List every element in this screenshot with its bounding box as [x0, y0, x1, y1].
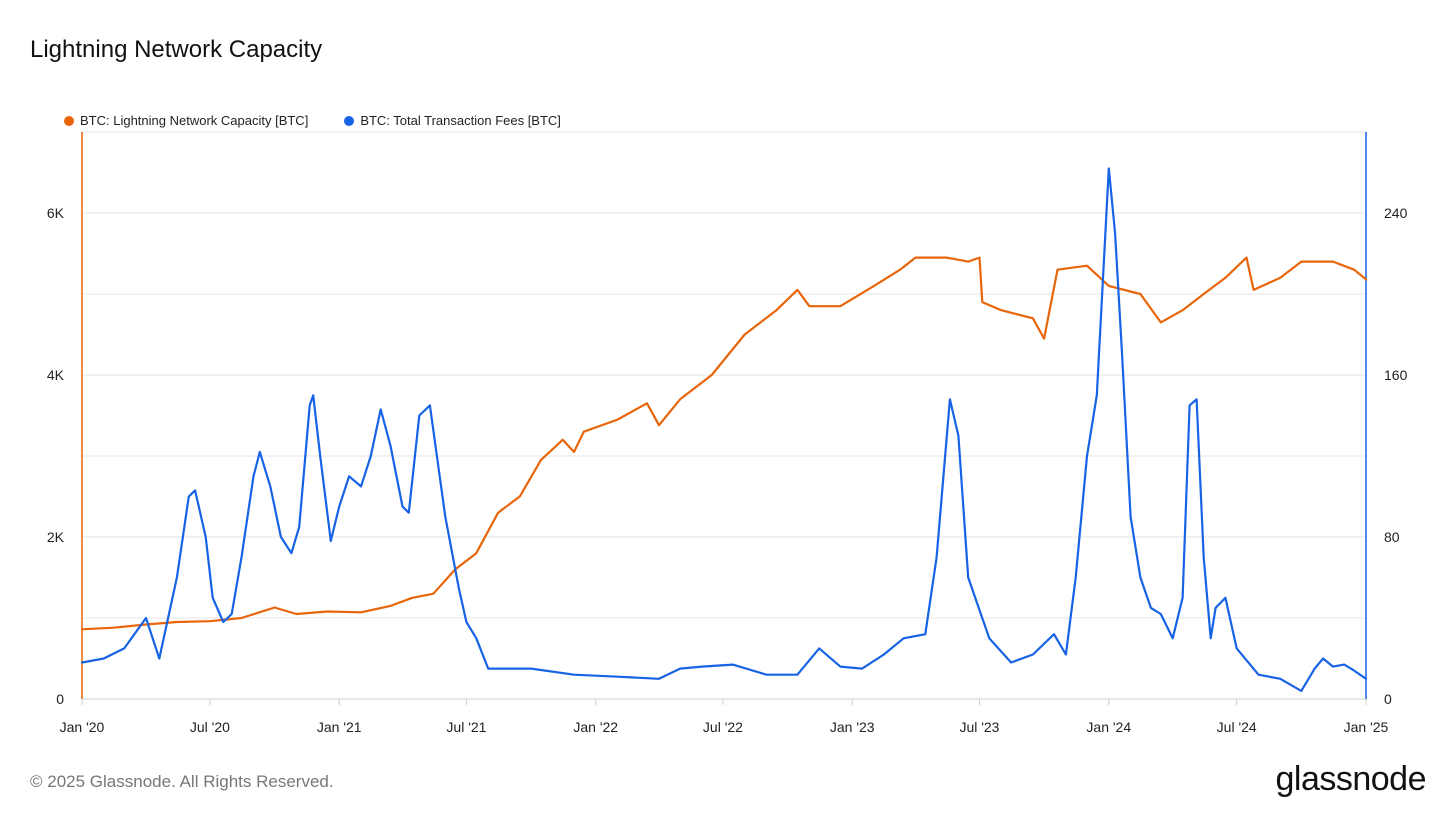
legend-label-fees: BTC: Total Transaction Fees [BTC]	[360, 113, 561, 128]
x-tick-label: Jan '25	[1344, 719, 1389, 735]
y-left-tick-label: 4K	[47, 367, 65, 383]
x-tick-label: Jan '21	[317, 719, 362, 735]
legend-label-capacity: BTC: Lightning Network Capacity [BTC]	[80, 113, 309, 128]
legend-item-capacity[interactable]: BTC: Lightning Network Capacity [BTC]	[64, 113, 308, 128]
x-tick-label: Jul '22	[703, 719, 743, 735]
y-right-tick-label: 80	[1384, 529, 1400, 545]
x-tick-label: Jan '23	[830, 719, 875, 735]
legend-dot-fees	[344, 115, 355, 126]
y-right-tick-label: 240	[1384, 205, 1408, 221]
x-tick-label: Jan '20	[60, 719, 105, 735]
chart-title: Lightning Network Capacity	[30, 36, 323, 63]
x-tick-label: Jul '20	[190, 719, 230, 735]
legend-item-fees[interactable]: BTC: Total Transaction Fees [BTC]	[344, 113, 561, 128]
y-left-tick-label: 2K	[47, 529, 65, 545]
legend-dot-capacity	[64, 115, 74, 126]
legend: BTC: Lightning Network Capacity [BTC] BT…	[64, 113, 561, 128]
fees-series-line	[80, 167, 1368, 692]
capacity-series-line	[80, 256, 1368, 631]
y-right-tick-label: 0	[1384, 691, 1392, 707]
x-tick-label: Jan '24	[1086, 719, 1131, 735]
glassnode-logo: glassnode	[1275, 760, 1426, 798]
y-left-tick-label: 6K	[47, 205, 65, 221]
y-left-tick-label: 0	[56, 691, 64, 707]
copyright-footer: © 2025 Glassnode. All Rights Reserved.	[30, 772, 334, 791]
x-tick-label: Jul '21	[446, 719, 486, 735]
y-right-tick-label: 160	[1384, 367, 1408, 383]
x-tick-label: Jan '22	[573, 719, 618, 735]
x-tick-label: Jul '23	[959, 719, 999, 735]
x-tick-label: Jul '24	[1217, 719, 1257, 735]
